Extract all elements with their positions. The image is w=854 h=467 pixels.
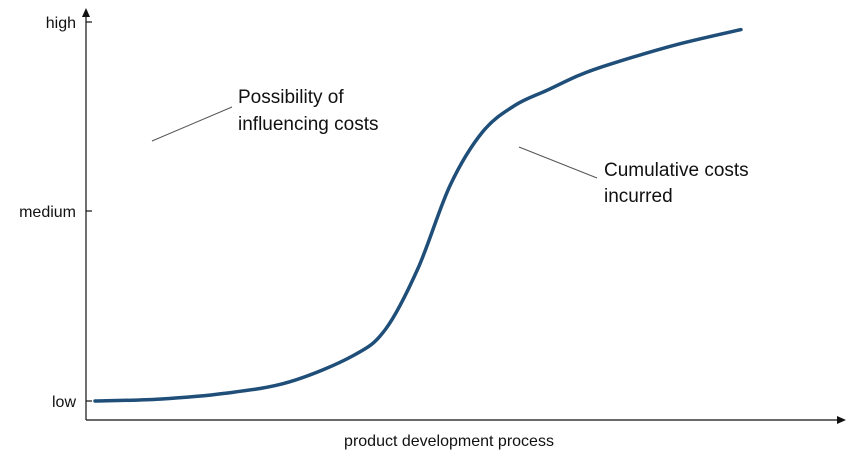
y-axis-arrow	[82, 8, 90, 17]
influence-leader-line	[151, 106, 233, 142]
influence-annotation-line-1: Possibility of	[238, 87, 344, 108]
x-axis-title: product development process	[344, 433, 554, 450]
cumulative-leader-line	[518, 146, 598, 179]
cumulative-annotation-line-1: Cumulative costs	[604, 160, 749, 181]
y-tick-label-low: low	[52, 394, 76, 411]
cumulative-annotation-line-2: incurred	[604, 186, 673, 207]
influence-annotation-line-2: influencing costs	[238, 114, 378, 135]
y-tick-label-medium: medium	[19, 204, 76, 221]
influence-annotation: Possibility of influencing costs	[238, 87, 378, 135]
x-axis-arrow	[837, 416, 846, 424]
y-tick-label-high: high	[46, 15, 76, 32]
cumulative-annotation: Cumulative costs incurred	[604, 160, 754, 207]
cumulative-costs-curve	[93, 27, 743, 403]
